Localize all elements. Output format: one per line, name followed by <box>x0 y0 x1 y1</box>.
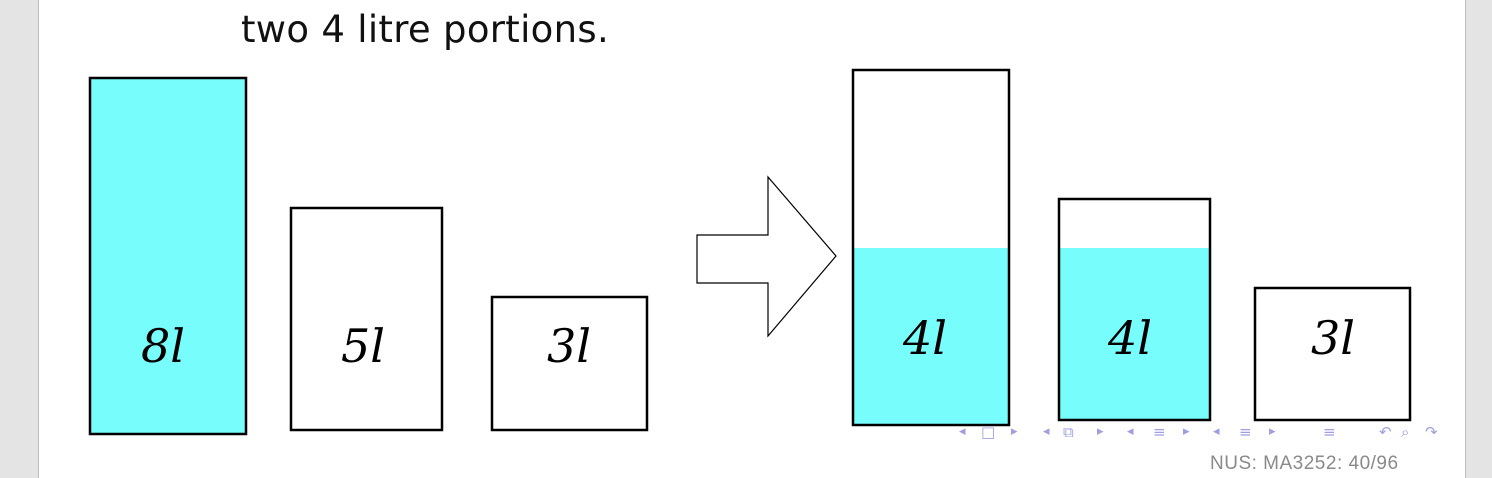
nav-prev-section-icon[interactable]: ◂ <box>1127 424 1134 439</box>
jug-after-8-water <box>853 248 1009 425</box>
jug-before-8-label: 8l <box>141 319 185 373</box>
jug-after-3: 3l <box>1253 286 1412 422</box>
nav-next-slide-icon[interactable]: ▸ <box>1269 424 1276 439</box>
nav-align-icon[interactable]: ≡ <box>1323 423 1336 441</box>
jug-before-5-label: 5l <box>341 319 385 373</box>
jug-after-5: 4l <box>1057 197 1212 422</box>
jug-before-3-label: 3l <box>547 319 591 373</box>
jug-before-3-outline <box>490 295 649 432</box>
nav-section-icon[interactable]: ≡ <box>1153 423 1166 441</box>
jug-before-3: 3l <box>490 295 649 432</box>
jug-after-5-water <box>1059 248 1210 420</box>
nav-forward-icon[interactable]: ↷ <box>1425 423 1438 441</box>
slide-footer: NUS: MA3252: 40/96 <box>1210 453 1399 474</box>
nav-next-frame-icon[interactable]: ▸ <box>1011 424 1018 439</box>
nav-prev-frame-icon[interactable]: ◂ <box>959 424 966 439</box>
jug-before-8-outline <box>88 76 248 436</box>
nav-subsection-icon[interactable]: ⧉ <box>1063 423 1074 441</box>
jug-after-8-outline <box>851 68 1011 427</box>
nav-frame-icon[interactable]: □ <box>981 423 996 441</box>
transition-arrow-icon <box>696 175 837 338</box>
jug-before-8-water <box>90 78 246 434</box>
jug-after-3-label: 3l <box>1311 311 1355 365</box>
jug-before-5-outline <box>289 206 444 432</box>
nav-back-icon[interactable]: ↶ <box>1379 423 1392 441</box>
jug-after-3-outline <box>1253 286 1412 422</box>
nav-prev-slide-icon[interactable]: ◂ <box>1213 424 1220 439</box>
slide-text: two 4 litre portions. <box>241 8 610 51</box>
jug-after-5-label: 4l <box>1107 311 1152 365</box>
jug-after-5-outline <box>1057 197 1212 422</box>
nav-slide-icon[interactable]: ≡ <box>1239 423 1252 441</box>
nav-next-subsection-icon[interactable]: ▸ <box>1097 424 1104 439</box>
nav-next-section-icon[interactable]: ▸ <box>1183 424 1190 439</box>
jug-after-8: 4l <box>851 68 1011 427</box>
jug-before-5: 5l <box>289 206 444 432</box>
nav-prev-subsection-icon[interactable]: ◂ <box>1043 424 1050 439</box>
nav-search-icon[interactable]: ⌕ <box>1401 423 1410 441</box>
jug-after-8-label: 4l <box>902 311 947 365</box>
beamer-navigation-bar: ◂ □ ▸ ◂ ⧉ ▸ ◂ ≡ ▸ ◂ ≡ ▸ ≡ ↶ ⌕ ↷ <box>955 421 1455 443</box>
jug-before-8: 8l <box>88 76 248 436</box>
